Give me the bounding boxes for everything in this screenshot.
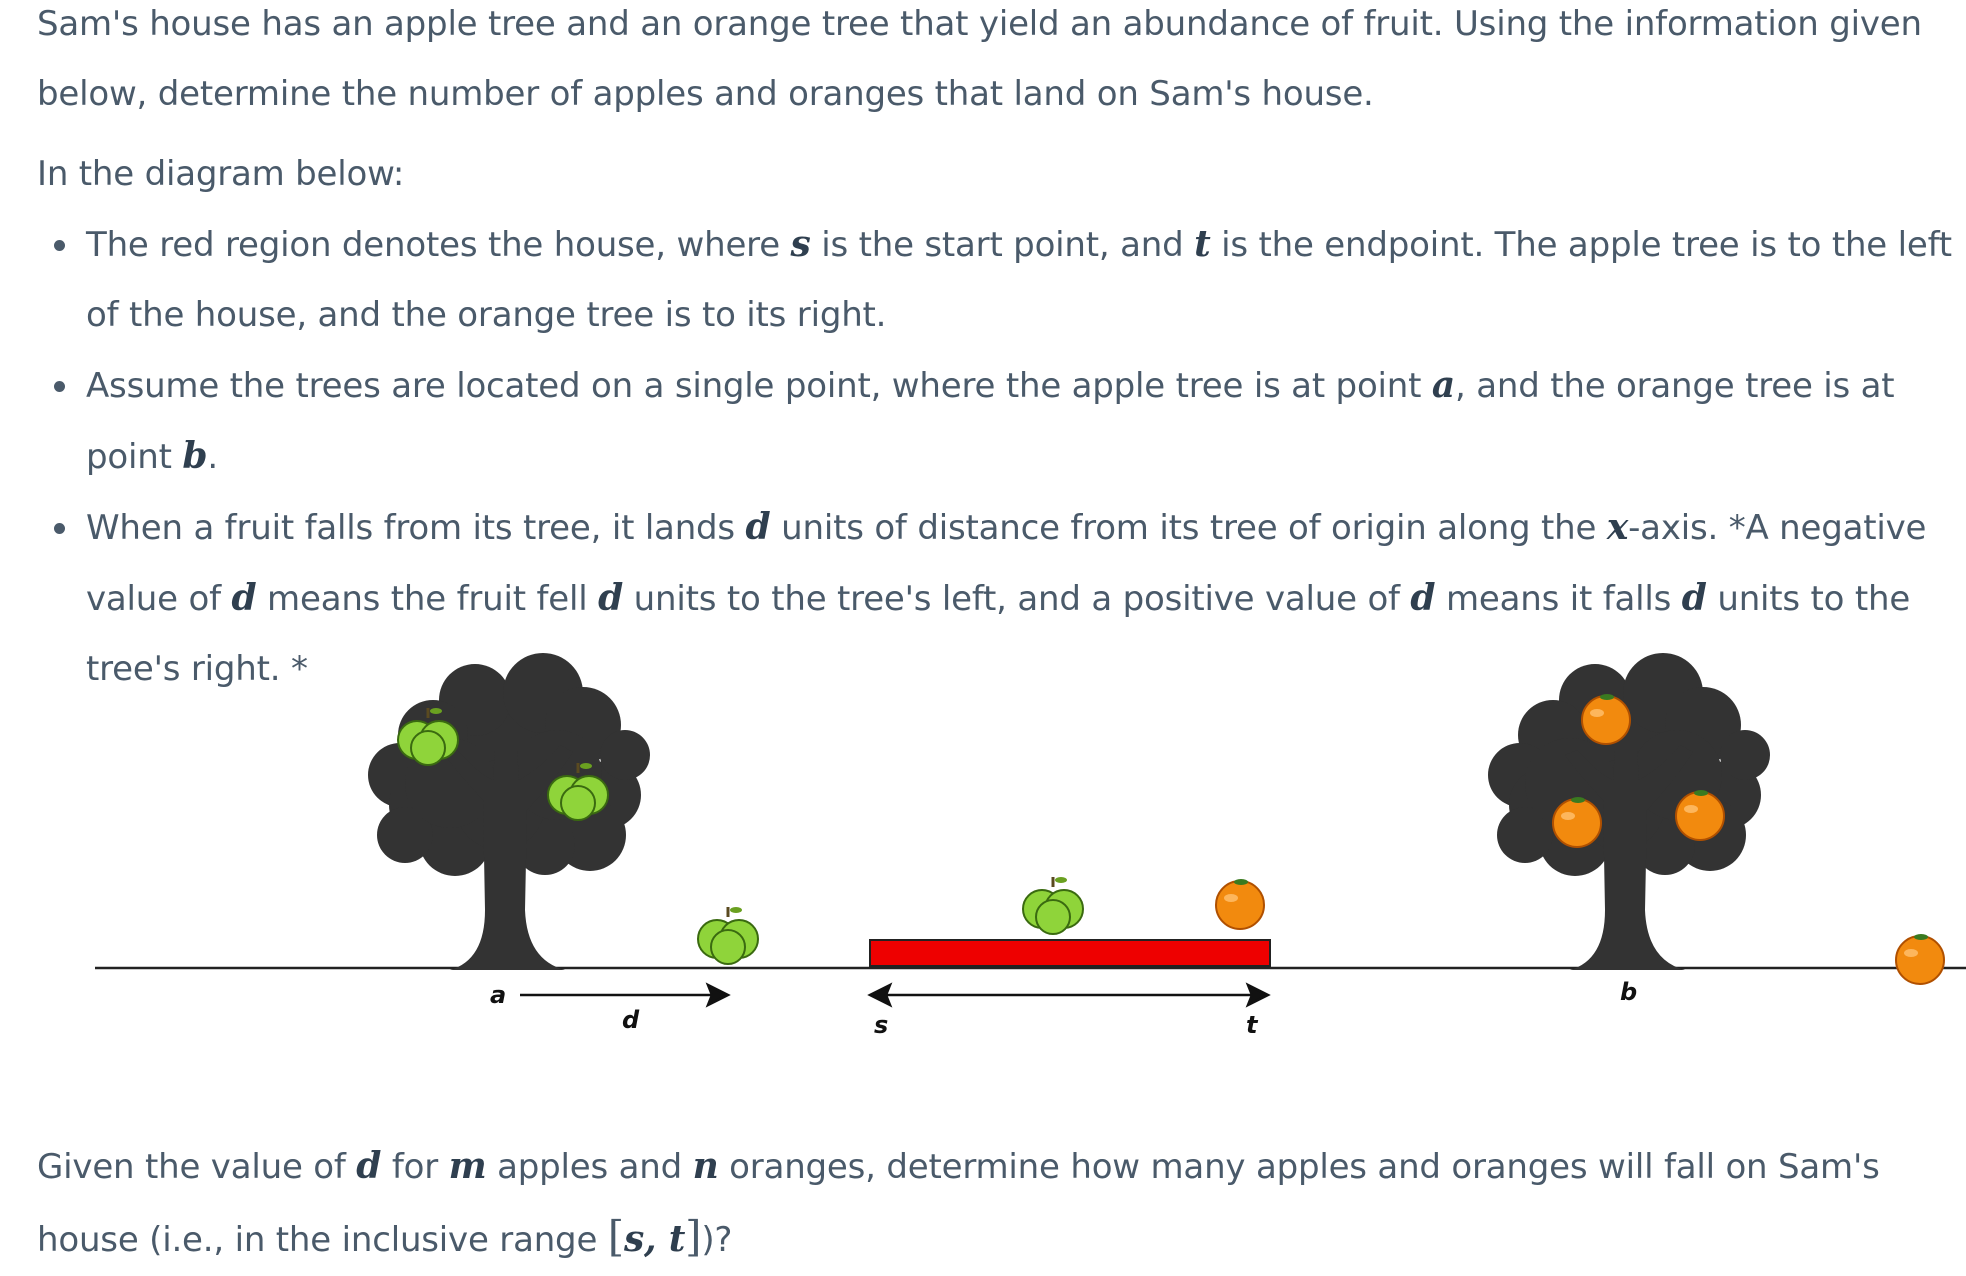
fallen-orange	[1215, 879, 1265, 930]
question-paragraph: Given the value of d for m apples and n …	[37, 1145, 1880, 1261]
house	[869, 939, 1271, 967]
apple-on-tree	[397, 708, 459, 766]
range-comma: ,	[644, 1218, 669, 1260]
math-var-s: s	[623, 1218, 645, 1260]
distance-arrow	[520, 982, 731, 1008]
orange-on-tree	[1552, 797, 1602, 848]
rule-distance: When a fruit falls from its tree, it lan…	[54, 492, 1962, 704]
math-var-s: s	[790, 223, 811, 265]
range-close-bracket: ]	[685, 1212, 702, 1261]
orange-tree	[1488, 653, 1770, 970]
math-var-t: t	[1194, 223, 1211, 265]
math-var-d: d	[231, 577, 257, 619]
label-d: d	[622, 1006, 640, 1034]
rule-house: The red region denotes the house, where …	[54, 209, 1962, 350]
math-var-d: d	[745, 506, 771, 548]
problem-statement: Sam's house has an apple tree and an ora…	[37, 0, 1962, 704]
math-var-d: d	[1681, 577, 1707, 619]
apple-on-tree	[547, 763, 609, 821]
label-s: s	[874, 1011, 888, 1039]
math-var-b: b	[182, 435, 208, 477]
range-open-bracket: [	[607, 1212, 624, 1261]
apple-tree	[368, 653, 650, 970]
fallen-apple	[1022, 877, 1084, 935]
math-var-d: d	[598, 577, 624, 619]
math-var-a: a	[1431, 364, 1456, 406]
rules-list: The red region denotes the house, where …	[37, 209, 1962, 704]
math-var-d: d	[356, 1145, 382, 1187]
math-var-x: x	[1606, 506, 1629, 548]
orange-on-tree	[1675, 790, 1725, 841]
label-b: b	[1620, 978, 1637, 1006]
math-var-t: t	[668, 1218, 686, 1260]
label-t: t	[1246, 1011, 1259, 1039]
fruit-diagram: a d s t b	[95, 653, 1966, 1039]
diagram-lead-text: In the diagram below:	[37, 154, 405, 194]
math-var-d: d	[1410, 577, 1436, 619]
label-a: a	[490, 981, 506, 1009]
math-var-n: n	[692, 1145, 719, 1187]
house-range-arrow	[867, 982, 1271, 1008]
math-var-m: m	[448, 1145, 487, 1187]
intro-paragraph: Sam's house has an apple tree and an ora…	[37, 4, 1922, 114]
orange-on-tree	[1581, 694, 1631, 745]
fallen-orange	[1895, 934, 1945, 985]
fallen-apple	[697, 907, 759, 965]
rule-trees: Assume the trees are located on a single…	[54, 350, 1962, 492]
